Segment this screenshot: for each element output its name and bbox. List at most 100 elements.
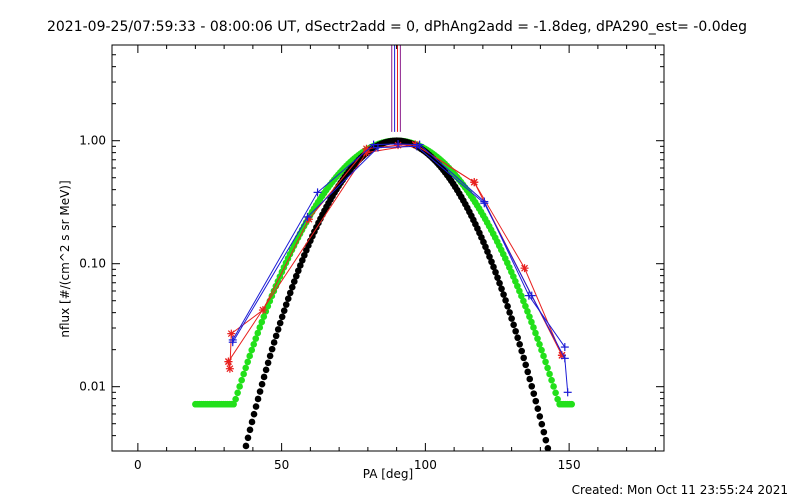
green-fit-point bbox=[248, 346, 256, 354]
green-fit-point bbox=[234, 389, 241, 397]
blue-plus-marker bbox=[527, 291, 536, 300]
green-fit-point bbox=[524, 308, 531, 315]
red-asterisk-marker bbox=[225, 364, 234, 373]
blue-plus-marker bbox=[560, 354, 569, 363]
blue-plus-marker bbox=[228, 338, 237, 347]
axes: 0 50 100 150 0.01 0.10 1.00 bbox=[79, 44, 664, 472]
blue-plus-marker bbox=[480, 199, 489, 208]
green-fit-point bbox=[240, 370, 247, 378]
black-fit-point bbox=[516, 341, 523, 348]
green-fit-point bbox=[246, 352, 254, 360]
green-fit-point bbox=[550, 383, 557, 390]
green-fit-point bbox=[250, 341, 258, 348]
black-fit-point bbox=[290, 278, 298, 285]
green-fit-point bbox=[230, 400, 237, 408]
green-fit-point bbox=[260, 313, 268, 320]
green-fit-point bbox=[546, 370, 553, 378]
red-asterisk-marker bbox=[227, 329, 236, 338]
green-fit-point bbox=[522, 302, 529, 310]
blue-plus-marker bbox=[303, 212, 312, 221]
blue-series-line bbox=[232, 143, 566, 348]
black-fit-point bbox=[282, 301, 290, 308]
black-fit-point bbox=[276, 319, 284, 327]
red-asterisk-marker bbox=[470, 178, 479, 187]
x-tick-label: 150 bbox=[558, 458, 581, 472]
x-tick-label: 50 bbox=[274, 458, 289, 472]
black-fit-point bbox=[504, 303, 511, 310]
blue-plus-marker bbox=[313, 188, 322, 197]
black-fit-point bbox=[266, 352, 274, 360]
black-fit-point bbox=[486, 253, 493, 260]
black-fit-point bbox=[252, 403, 260, 410]
black-fit-point bbox=[500, 291, 507, 298]
black-fit-point bbox=[299, 257, 306, 264]
black-fit-point bbox=[536, 413, 544, 420]
green-fit-point bbox=[256, 324, 264, 331]
black-fit-point bbox=[260, 373, 268, 381]
green-fit-point bbox=[530, 324, 537, 331]
blue-series-line bbox=[232, 145, 569, 393]
black-fit-point bbox=[540, 428, 548, 436]
black-fit-point bbox=[246, 426, 254, 434]
red-asterisk-marker bbox=[520, 264, 529, 273]
green-fit-point bbox=[232, 395, 239, 403]
black-fit-point bbox=[542, 436, 550, 444]
black-fit-point bbox=[526, 375, 534, 383]
y-axis-label: nflux [#/(cm^2 s sr MeV)] bbox=[58, 180, 72, 337]
black-fit-point bbox=[494, 274, 501, 281]
black-fit-point bbox=[301, 251, 308, 259]
black-fit-point bbox=[244, 434, 252, 442]
blue-plus-marker bbox=[563, 388, 572, 397]
black-fit-point bbox=[538, 420, 546, 428]
created-timestamp: Created: Mon Oct 11 23:55:24 2021 bbox=[572, 483, 788, 497]
black-fit-point bbox=[534, 405, 542, 413]
black-fit-point bbox=[522, 361, 530, 369]
green-fit-point bbox=[254, 329, 262, 337]
y-tick-label: 1.00 bbox=[79, 134, 106, 148]
chart-title: 2021-09-25/07:59:33 - 08:00:06 UT, dSect… bbox=[47, 19, 747, 35]
red-asterisk-marker bbox=[224, 357, 233, 366]
black-fit-point bbox=[510, 321, 517, 329]
x-axis-label: PA [deg] bbox=[363, 467, 413, 481]
black-fit-point bbox=[498, 285, 505, 293]
black-fit-point bbox=[508, 315, 515, 322]
black-fit-point bbox=[288, 283, 296, 291]
green-fit-point bbox=[542, 358, 549, 366]
black-fit-point bbox=[528, 382, 536, 390]
black-fit-point bbox=[506, 309, 513, 316]
black-fit-point bbox=[270, 339, 278, 346]
green-fit-point bbox=[568, 400, 576, 408]
black-fit-point bbox=[484, 248, 491, 256]
black-fit-point bbox=[286, 289, 294, 297]
black-fit-point bbox=[532, 397, 540, 405]
x-tick-label: 0 bbox=[134, 458, 142, 472]
black-fit-point bbox=[496, 279, 503, 287]
black-fit-point bbox=[278, 313, 286, 321]
green-fit-point bbox=[236, 383, 243, 390]
black-fit-point bbox=[544, 444, 552, 451]
black-fit-point bbox=[242, 450, 245, 451]
black-fit-point bbox=[268, 345, 276, 353]
black-fit-point bbox=[492, 268, 499, 276]
y-tick-label: 0.10 bbox=[79, 257, 106, 271]
plot-area bbox=[192, 45, 576, 460]
blue-plus-marker bbox=[560, 343, 569, 352]
black-fit-point bbox=[258, 380, 266, 388]
black-fit-point bbox=[254, 395, 262, 403]
green-fit-point bbox=[540, 352, 547, 360]
green-fit-point bbox=[548, 376, 555, 384]
blue-plus-marker bbox=[412, 142, 421, 151]
black-fit-point bbox=[295, 267, 302, 275]
black-fit-point bbox=[547, 453, 554, 460]
green-fit-point bbox=[544, 364, 551, 372]
black-fit-point bbox=[520, 354, 527, 362]
green-fit-point bbox=[528, 318, 535, 326]
plot-frame bbox=[111, 44, 665, 452]
blue-plus-marker bbox=[373, 143, 382, 152]
black-fit-point bbox=[248, 418, 256, 426]
blue-plus-marker bbox=[369, 140, 378, 149]
black-fit-point bbox=[512, 327, 519, 335]
green-fit-point bbox=[536, 341, 543, 348]
black-fit-point bbox=[518, 347, 525, 355]
green-fit-point bbox=[538, 346, 545, 354]
